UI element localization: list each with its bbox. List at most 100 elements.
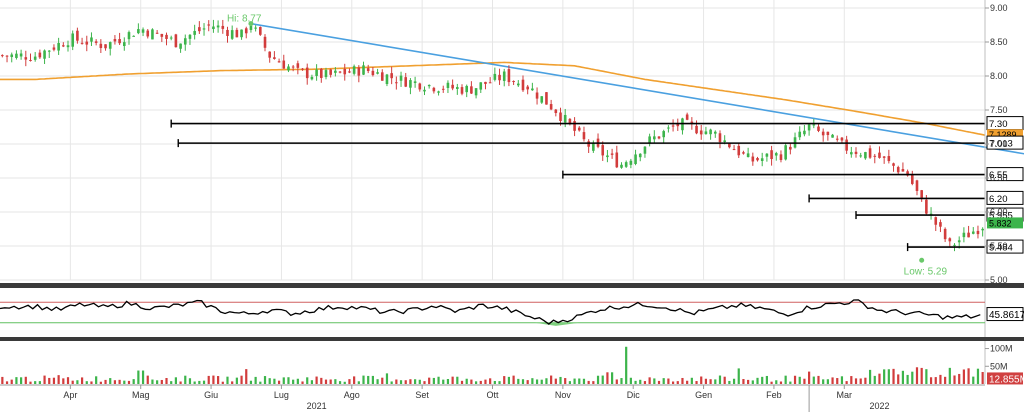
candle-body [817,126,820,131]
volume-bar [784,375,787,384]
volume-bar [808,371,811,384]
volume-bar [123,380,126,384]
volume-bar [770,381,773,384]
volume-bar [836,378,839,384]
separator-bar [0,283,1024,288]
volume-bar [202,380,206,384]
rsi-line [0,299,981,325]
volume-bar [160,379,163,384]
candle-body [746,153,750,158]
volume-bar [582,378,586,384]
volume-bar [775,380,778,384]
volume-bar [512,375,515,384]
volume-bar [550,375,553,384]
volume-bar [357,381,360,384]
volume-bar [845,381,848,384]
volume-bar [732,378,736,384]
trend-line [250,22,1024,155]
candle-body [676,123,680,127]
volume-bar [259,381,262,384]
candle-body [601,145,605,156]
volume-bar [897,374,900,384]
candle-body [329,69,332,75]
candle-body [498,74,501,81]
price-tick-label: 5.00 [990,275,1008,285]
volume-bar [620,378,623,384]
ma-value-label: 7.1289 [989,130,1017,140]
candle-body [43,50,46,59]
trendline-path [250,22,1024,155]
volume-bar [854,378,858,384]
month-label: Mar [837,390,853,400]
volume-bar [507,376,511,384]
candle-body [90,37,93,42]
candle-body [620,164,623,168]
candle-body [671,125,675,127]
volume-bar [822,379,825,384]
candle-body [859,155,863,157]
candle-body [409,80,412,88]
volume-bar [681,377,684,384]
candle-body [901,169,905,172]
hi-label: Hi: 8.77 [227,14,262,25]
candle-body [282,60,286,69]
candle-body [104,44,107,49]
candle-body [376,72,379,74]
candle-body [850,152,853,155]
price-grid [0,0,985,281]
volume-bar [324,379,328,384]
volume-bar [643,381,647,384]
rsi-path [0,299,981,325]
candle-body [99,43,103,48]
volume-bar [962,369,965,384]
candle-body [174,34,178,48]
candle-body [770,150,773,160]
volume-bar [428,377,431,384]
candle-body [151,29,154,40]
volume-bar [249,380,253,384]
volume-bars [1,346,984,384]
candle-body [390,73,393,79]
volume-bar [892,368,895,384]
volume-bar [479,380,482,384]
volume-bar [343,381,346,384]
volume-bar [66,377,70,384]
candle-body [399,75,403,81]
candle-body [587,141,590,147]
candle-body [296,63,300,68]
candle-body [882,156,886,158]
candle-body [653,136,656,140]
volume-bar [442,379,445,384]
ma-value-tag [987,129,1023,141]
volume-bar [554,378,557,384]
volume-bar [587,380,590,384]
candlestick-series [1,19,984,252]
volume-bar [686,380,689,384]
volume-bar [48,377,51,384]
candle-body [845,139,848,151]
volume-bar [976,368,980,384]
candle-body [878,152,881,158]
candle-body [470,86,473,94]
candle-body [385,74,389,85]
volume-bar [779,381,783,384]
rsi-value-tag: 45.8617 [986,307,1024,322]
volume-bar [156,380,159,384]
volume-bar [212,375,215,384]
level-tag-label: 7.013 [989,139,1013,150]
volume-bar [615,379,618,384]
volume-bar [99,381,102,384]
candle-body [249,26,253,30]
candle-body [774,153,778,156]
volume-bar [320,377,323,384]
volume-bar [367,375,370,384]
candle-body [737,145,741,156]
volume-axis: 100M 50M [985,344,1013,371]
candle-body [718,133,722,143]
candle-body [502,71,506,81]
candle-body [15,53,18,58]
rsi-oversold-fill [534,322,580,326]
candle-body [324,70,328,78]
volume-bar [38,381,41,384]
candle-body [521,79,525,91]
